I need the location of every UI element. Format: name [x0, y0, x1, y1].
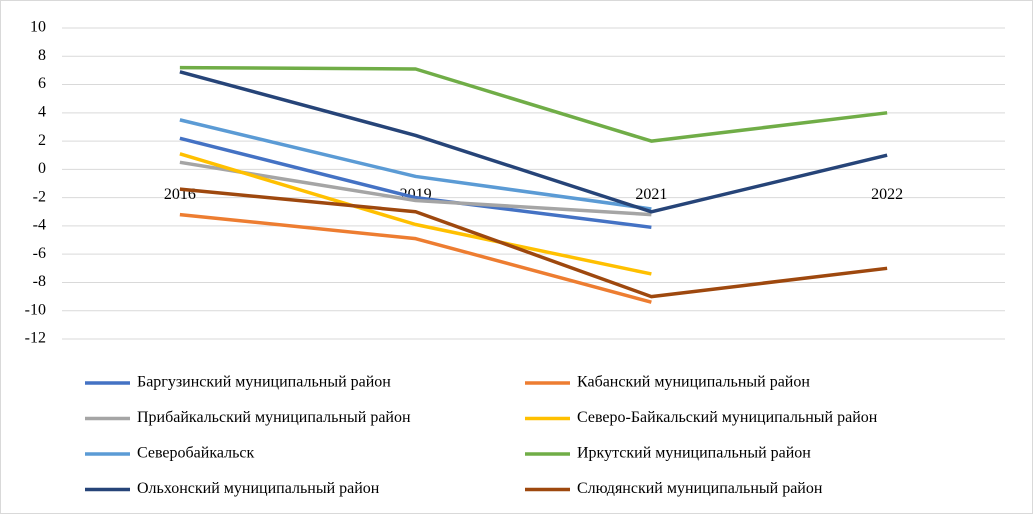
legend-label: Прибайкальский муниципальный район	[137, 409, 411, 426]
series-line	[179, 152, 652, 276]
legend-label: Северо-Байкальский муниципальный район	[577, 409, 878, 426]
legend-label: Ольхонский муниципальный район	[137, 480, 380, 497]
legend-label: Баргузинский муниципальный район	[137, 374, 391, 391]
y-tick-label: -8	[33, 273, 46, 290]
legend-label: Иркутский муниципальный район	[577, 445, 811, 462]
legend-label: Северобайкальск	[137, 445, 254, 462]
y-tick-label: -12	[25, 330, 46, 347]
x-tick-label: 2022	[871, 186, 903, 203]
series-line	[179, 70, 888, 214]
series-line	[179, 65, 888, 143]
legend-label: Слюдянский муниципальный район	[577, 480, 823, 497]
y-tick-label: -6	[33, 245, 46, 262]
series-line	[179, 187, 888, 299]
y-tick-label: 4	[38, 103, 46, 120]
y-tick-label: -4	[33, 217, 46, 234]
y-tick-label: -10	[25, 301, 46, 318]
series-line	[179, 118, 652, 211]
y-tick-label: 0	[38, 160, 46, 177]
x-tick-label: 2021	[635, 186, 667, 203]
series-line	[179, 160, 652, 217]
y-tick-label: 8	[38, 47, 46, 64]
y-tick-label: 10	[30, 19, 46, 36]
y-tick-label: -2	[33, 188, 46, 205]
legend-label: Кабанский муниципальный район	[577, 374, 810, 391]
series-line	[179, 136, 652, 230]
y-tick-label: 6	[38, 75, 46, 92]
series-line	[179, 212, 652, 304]
y-tick-label: 2	[38, 132, 46, 149]
